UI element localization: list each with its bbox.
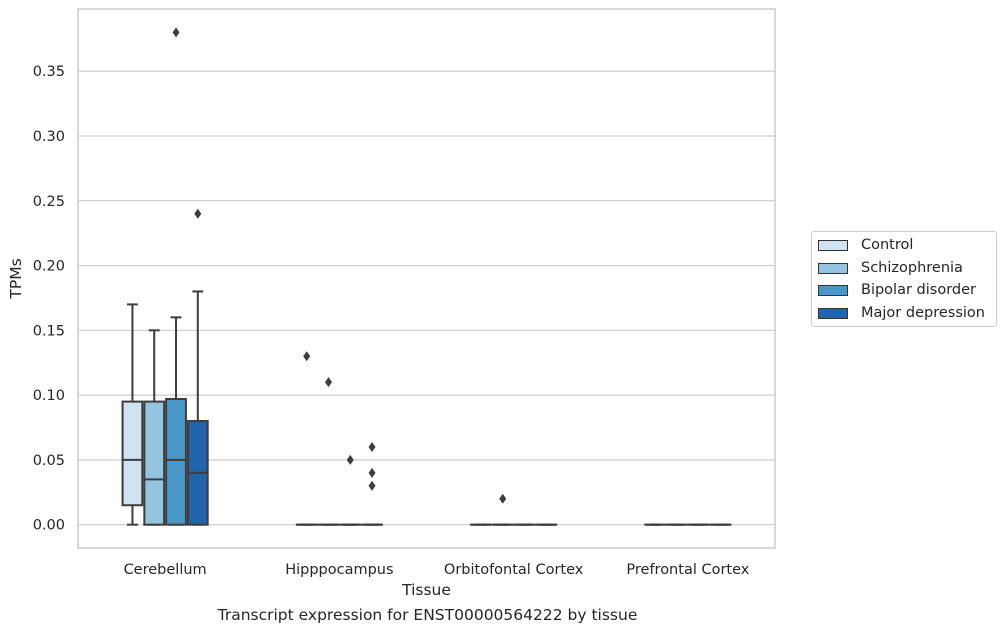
box-bipolar-disorder-1	[339, 454, 362, 526]
box-schizophrenia-0	[143, 329, 166, 526]
y-tick-label: 0.20	[33, 259, 65, 275]
outlier-point	[324, 377, 332, 388]
x-tick-label: Cerebellum	[124, 562, 207, 578]
legend-item-schizophrenia: Schizophrenia	[818, 258, 963, 278]
outlier-point	[346, 454, 354, 465]
y-tick-label: 0.05	[33, 453, 65, 469]
legend-swatch-major-depression	[818, 307, 848, 319]
outlier-point	[368, 467, 376, 478]
y-tick-label: 0.00	[33, 518, 65, 534]
outlier-point	[303, 351, 311, 362]
box-control-0	[121, 303, 144, 526]
plot-frame	[77, 8, 776, 549]
y-tick-label: 0.30	[33, 129, 65, 145]
box-major-depression-0	[186, 208, 209, 526]
y-axis-label: TPMs	[7, 258, 25, 299]
legend-swatch-control	[818, 239, 848, 251]
outlier-point	[172, 27, 180, 38]
legend-label-major-depression: Major depression	[861, 305, 985, 321]
legend-label-schizophrenia: Schizophrenia	[861, 260, 963, 276]
outlier-point	[499, 493, 507, 504]
legend-item-control: Control	[818, 235, 913, 255]
box-schizophrenia-1	[317, 377, 340, 526]
y-tick-label: 0.25	[33, 194, 65, 210]
box-schizophrenia-2	[491, 493, 514, 526]
outlier-point	[368, 480, 376, 491]
x-tick-label: Orbitofontal Cortex	[444, 562, 584, 578]
box-control-1	[295, 351, 318, 526]
box-body	[121, 400, 144, 507]
y-tick-label: 0.15	[33, 323, 65, 339]
y-tick-label: 0.10	[33, 388, 65, 404]
legend-label-control: Control	[861, 237, 914, 253]
legend-label-bipolar-disorder: Bipolar disorder	[861, 282, 976, 298]
box-bipolar-disorder-0	[165, 27, 187, 526]
figure-caption: Transcript expression for ENST0000056422…	[217, 606, 638, 624]
box-body	[165, 397, 187, 526]
outlier-point	[194, 208, 202, 219]
legend-swatch-bipolar-disorder	[818, 284, 848, 296]
legend-swatch-schizophrenia	[818, 262, 848, 274]
x-tick-label: Prefrontal Cortex	[626, 562, 749, 578]
box-major-depression-1	[361, 441, 383, 526]
legend-item-bipolar-disorder: Bipolar disorder	[818, 280, 976, 300]
y-tick-label: 0.35	[33, 64, 65, 80]
legend-item-major-depression: Major depression	[818, 303, 985, 323]
box-body	[143, 400, 166, 526]
legend: Control Schizophrenia Bipolar disorder M…	[811, 231, 997, 327]
x-tick-label: Hipppocampus	[285, 562, 393, 578]
outlier-point	[368, 441, 376, 452]
x-axis-label: Tissue	[401, 581, 451, 599]
